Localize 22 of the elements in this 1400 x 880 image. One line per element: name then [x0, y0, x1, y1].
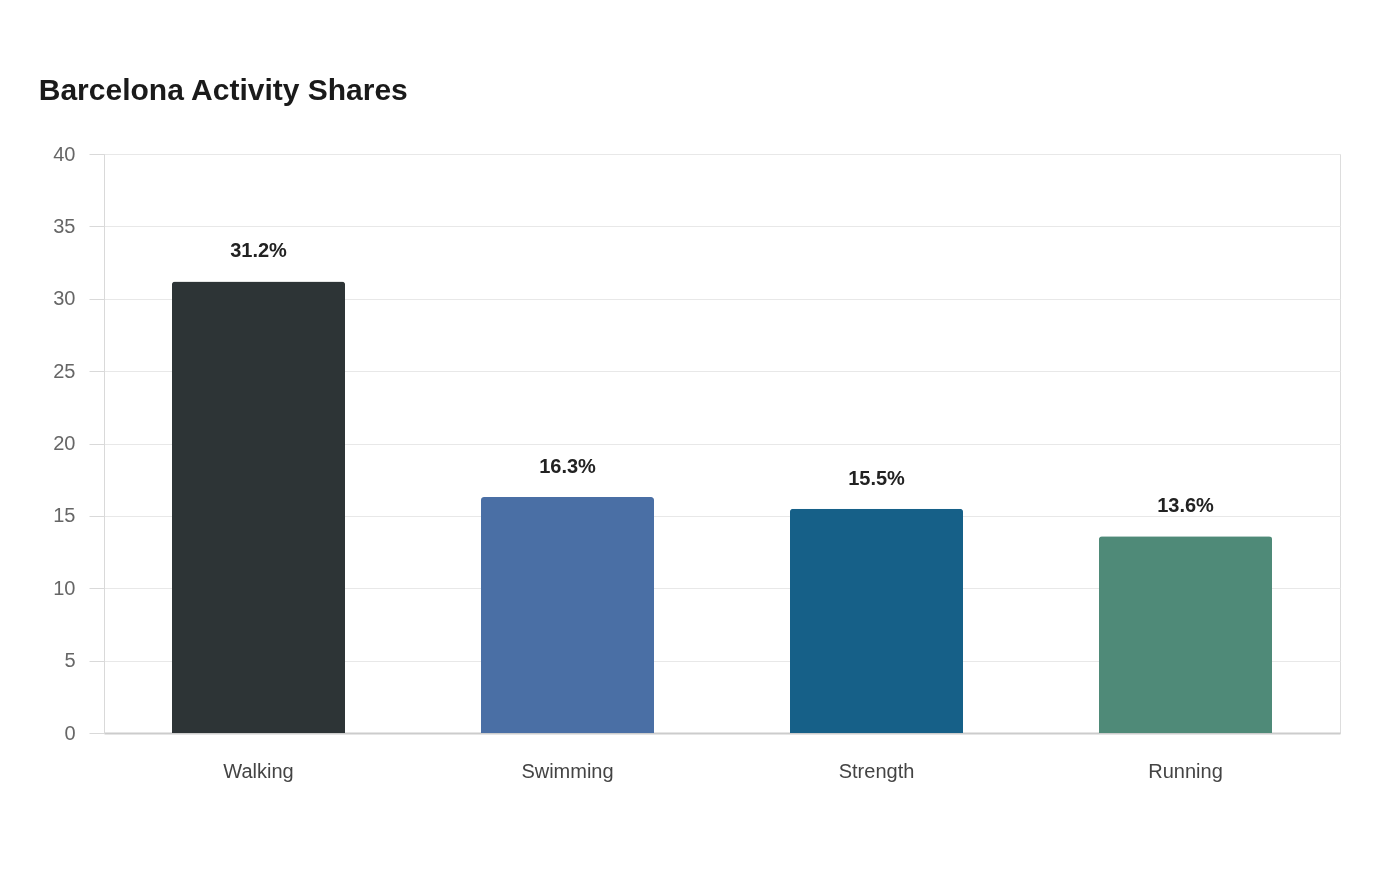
bar [789, 508, 964, 733]
y-tick-label: 10 [53, 576, 76, 599]
x-tick-label: Running [1148, 759, 1223, 782]
y-tick-label: 0 [64, 721, 76, 744]
data-label: 31.2% [230, 239, 288, 262]
bar [171, 281, 346, 733]
data-label: 15.5% [848, 466, 906, 489]
y-tick-label: 15 [53, 504, 76, 527]
bar [480, 497, 655, 733]
bar [1098, 536, 1273, 733]
data-label: 13.6% [1157, 494, 1215, 517]
y-tick-label: 35 [53, 214, 76, 237]
x-tick-label: Walking [223, 759, 294, 782]
x-tick-label: Swimming [521, 759, 614, 782]
x-tick-label: Strength [838, 759, 915, 782]
y-tick-label: 20 [53, 432, 76, 454]
y-tick-label: 30 [53, 287, 76, 310]
chart-title: Barcelona Activity Shares [38, 73, 408, 106]
data-label: 16.3% [539, 455, 597, 478]
y-tick-label: 25 [53, 359, 76, 382]
y-tick-label: 5 [64, 649, 76, 672]
y-tick-label: 40 [53, 142, 76, 165]
